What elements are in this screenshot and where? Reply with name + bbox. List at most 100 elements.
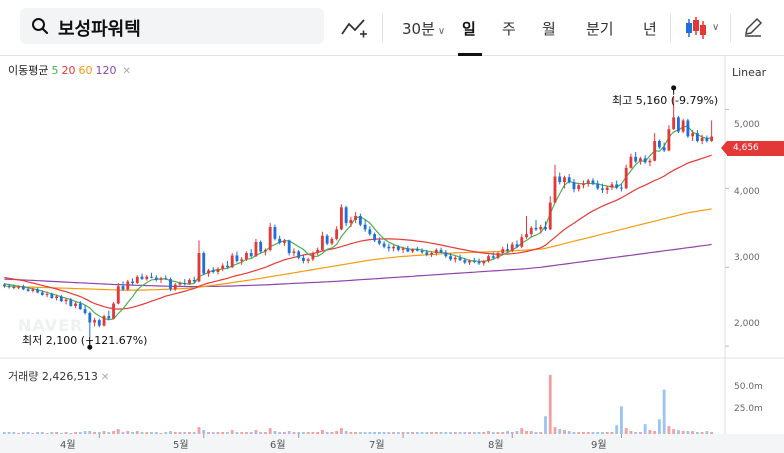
volume-bar [297,432,301,434]
close-icon[interactable]: ✕ [122,66,131,77]
high-marker-dot [671,85,677,91]
volume-bar [93,432,96,434]
candle-body [131,281,134,284]
volume-bar [330,432,334,434]
volume-bar [273,431,277,434]
volume-bar [629,431,633,434]
candle-body [539,227,543,230]
close-icon[interactable]: ✕ [100,372,110,383]
x-tick-label: 8월 [488,440,504,451]
volume-bar [468,432,471,434]
chevron-down-icon[interactable]: ∨ [712,22,720,33]
candle-body [601,188,604,190]
candle-body [558,176,562,183]
period-tab-quarter[interactable]: 분기 [586,20,614,38]
volume-tick-label: 50.0m [734,382,763,392]
volume-bar [634,432,638,434]
drawing-tool-icon[interactable] [340,16,368,40]
candle-body [515,244,519,247]
volume-bar [264,432,267,434]
candle-body [529,227,533,235]
period-tab-month[interactable]: 월 [542,20,556,38]
volume-bar [676,430,680,434]
candle-body [453,257,457,260]
candle-body [211,270,215,272]
candle-body [387,246,391,249]
volume-bar [695,432,699,434]
candle-body [373,234,377,241]
volume-bar [17,433,21,435]
volume-bar [354,432,358,434]
volume-bar [491,432,495,434]
stock-search-box[interactable]: 보성파워텍 [20,8,324,44]
period-tab-30min[interactable]: 30분 ∨ [402,18,445,39]
candle-type-icon[interactable] [684,16,708,40]
candle-body [491,256,495,258]
candle-body [415,249,419,251]
volume-bar [411,432,415,434]
candle-body [7,286,11,288]
series-line-ma60 [4,208,712,291]
candle-body [297,251,301,258]
scale-mode-toggle[interactable]: Linear [732,66,767,79]
volume-bar [567,431,571,434]
volume-bar [311,432,315,434]
candle-body [226,265,229,268]
candle-body [639,158,642,162]
candle-body [259,242,263,252]
ma-legend[interactable]: 이동평균 5 20 60 120 ✕ [8,62,134,78]
volume-bar [610,432,614,434]
volume-bar [691,431,695,434]
volume-bar [335,431,339,434]
period-tab-day[interactable]: 일 [462,20,476,38]
candle-body [406,248,410,252]
ma-legend-title: 이동평균 [8,64,49,77]
search-icon[interactable] [31,17,49,35]
candle-body [221,265,225,269]
volume-bar [368,432,372,434]
candle-body [667,129,671,151]
candle-body [173,284,177,290]
candle-body [615,184,619,188]
candle-body [26,289,30,291]
candle-body [93,320,96,323]
ma-legend-item-20: 20 [61,64,76,77]
candle-body [610,184,614,188]
volume-bar [301,432,305,434]
candle-body [487,256,490,261]
volume-bar [539,432,543,434]
volume-bar [116,429,120,434]
candle-body [577,185,581,190]
candle-body [45,294,49,296]
volume-bar [515,431,519,434]
candle-body [501,249,505,254]
volume-bar [506,431,509,434]
candle-body [264,249,267,252]
chart-toolbar: 보성파워텍 30분 ∨ 일 주 월 분기 년 ∨ [0,0,784,56]
candle-body [159,278,163,280]
candle-body [83,309,87,314]
volume-bar [653,431,657,434]
volume-bar [620,406,623,434]
stock-name[interactable]: 보성파워텍 [58,19,141,40]
volume-bar [283,432,286,434]
pencil-icon[interactable] [742,16,764,38]
volume-bar [126,431,130,434]
volume-bar [510,432,514,434]
candle-body [240,259,244,261]
period-tab-label: 30분 [402,20,435,38]
period-tab-week[interactable]: 주 [502,20,516,38]
candle-body [216,268,220,272]
volume-bar [69,433,73,435]
volume-bar [643,424,647,434]
volume-bar [230,430,234,434]
volume-bar [520,428,524,434]
candle-body [112,303,115,319]
volume-legend[interactable]: 거래량 2,426,513 ✕ [8,368,109,384]
volume-bar [705,431,709,434]
volume-legend-value: 2,426,513 [41,370,98,383]
volume-bar [188,432,191,434]
volume-bar [648,430,652,434]
period-tab-year[interactable]: 년 [643,20,657,38]
